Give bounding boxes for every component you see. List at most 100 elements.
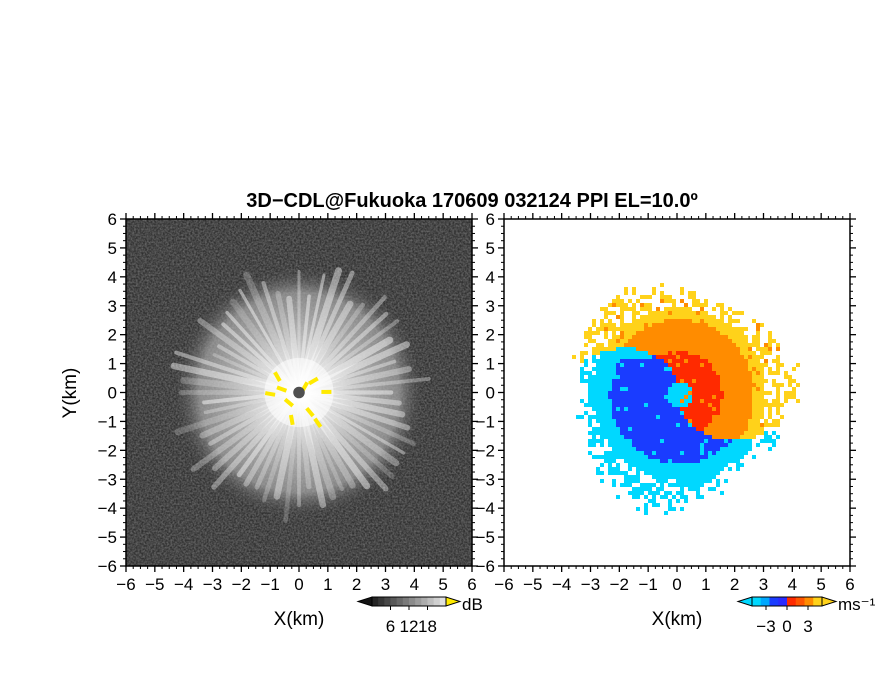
velocity-pixel — [608, 415, 612, 419]
velocity-pixel — [636, 355, 640, 359]
velocity-pixel — [764, 343, 768, 347]
velocity-pixel — [752, 319, 756, 323]
velocity-pixel — [716, 439, 720, 443]
velocity-pixel — [756, 423, 760, 427]
velocity-pixel — [636, 363, 640, 367]
velocity-pixel — [628, 475, 632, 479]
velocity-pixel — [684, 343, 688, 347]
velocity-pixel — [708, 319, 712, 323]
velocity-pixel — [624, 307, 628, 311]
velocity-pixel — [616, 435, 620, 439]
velocity-pixel — [592, 359, 596, 363]
velocity-pixel — [740, 311, 744, 315]
velocity-pixel — [720, 463, 724, 467]
velocity-pixel — [696, 303, 700, 307]
velocity-pixel — [612, 303, 616, 307]
velocity-pixel — [740, 443, 744, 447]
velocity-pixel — [672, 299, 676, 303]
velocity-pixel — [724, 367, 728, 371]
velocity-pixel — [728, 459, 732, 463]
velocity-pixel — [684, 467, 688, 471]
velocity-pixel — [652, 475, 656, 479]
velocity-pixel — [728, 343, 732, 347]
velocity-pixel — [608, 403, 612, 407]
velocity-pixel — [776, 343, 780, 347]
velocity-pixel — [732, 407, 736, 411]
velocity-pixel — [592, 375, 596, 379]
velocity-pixel — [692, 419, 696, 423]
velocity-pixel — [640, 359, 644, 363]
velocity-pixel — [676, 331, 680, 335]
velocity-pixel — [696, 487, 700, 491]
velocity-pixel — [752, 359, 756, 363]
velocity-pixel — [656, 339, 660, 343]
velocity-pixel — [676, 327, 680, 331]
x-tick-label: 1 — [701, 575, 710, 594]
velocity-pixel — [692, 427, 696, 431]
velocity-pixel — [696, 475, 700, 479]
velocity-pixel — [796, 399, 800, 403]
velocity-pixel — [620, 407, 624, 411]
velocity-pixel — [616, 387, 620, 391]
velocity-pixel — [736, 327, 740, 331]
velocity-pixel — [736, 407, 740, 411]
velocity-pixel — [616, 495, 620, 499]
velocity-pixel — [728, 351, 732, 355]
velocity-pixel — [628, 423, 632, 427]
y-tick-label: 1 — [486, 355, 495, 374]
velocity-pixel — [652, 499, 656, 503]
snr-highlight — [283, 397, 295, 408]
velocity-pixel — [736, 355, 740, 359]
velocity-pixel — [596, 351, 600, 355]
velocity-pixel — [680, 355, 684, 359]
velocity-pixel — [740, 367, 744, 371]
velocity-pixel — [660, 339, 664, 343]
velocity-pixel — [664, 443, 668, 447]
velocity-pixel — [592, 339, 596, 343]
velocity-pixel — [696, 399, 700, 403]
velocity-pixel — [616, 347, 620, 351]
velocity-pixel — [724, 455, 728, 459]
velocity-pixel — [708, 435, 712, 439]
velocity-pixel — [740, 351, 744, 355]
velocity-pixel — [680, 471, 684, 475]
snr-highlight — [321, 389, 332, 394]
velocity-pixel — [672, 459, 676, 463]
velocity-pixel — [652, 471, 656, 475]
velocity-pixel — [764, 439, 768, 443]
velocity-pixel — [604, 379, 608, 383]
velocity-pixel — [672, 423, 676, 427]
velocity-pixel — [664, 403, 668, 407]
velocity-pixel — [688, 467, 692, 471]
velocity-pixel — [704, 351, 708, 355]
velocity-pixel — [720, 375, 724, 379]
velocity-pixel — [604, 451, 608, 455]
velocity-pixel — [672, 431, 676, 435]
velocity-pixel — [624, 431, 628, 435]
velocity-pixel — [768, 403, 772, 407]
velocity-pixel — [788, 383, 792, 387]
velocity-pixel — [644, 355, 648, 359]
velocity-pixel — [612, 355, 616, 359]
velocity-pixel — [676, 423, 680, 427]
velocity-pixel — [788, 395, 792, 399]
velocity-pixel — [768, 439, 772, 443]
velocity-pixel — [772, 423, 776, 427]
velocity-pixel — [672, 375, 676, 379]
velocity-pixel — [624, 451, 628, 455]
velocity-pixel — [724, 399, 728, 403]
velocity-pixel — [704, 335, 708, 339]
colorbar-segment — [378, 597, 385, 606]
velocity-pixel — [688, 399, 692, 403]
velocity-pixel — [728, 347, 732, 351]
y-tick-label: 1 — [108, 355, 117, 374]
velocity-pixel — [592, 431, 596, 435]
y-tick-label: 4 — [486, 268, 495, 287]
velocity-pixel — [656, 375, 660, 379]
velocity-pixel — [664, 299, 668, 303]
velocity-pixel — [608, 363, 612, 367]
velocity-pixel — [776, 395, 780, 399]
velocity-pixel — [612, 479, 616, 483]
velocity-pixel — [644, 391, 648, 395]
velocity-pixel — [684, 415, 688, 419]
